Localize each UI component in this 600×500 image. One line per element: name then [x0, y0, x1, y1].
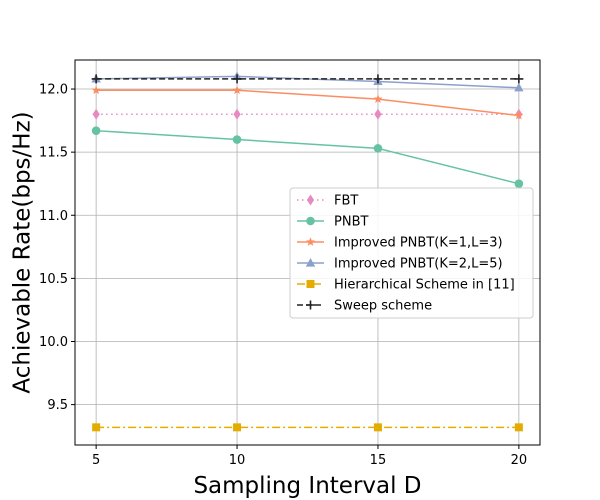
x-tick-label: 5: [92, 453, 100, 468]
legend-marker: [305, 237, 316, 246]
y-tick-label: 12.0: [39, 83, 68, 98]
series-1: [91, 126, 524, 189]
data-point: [91, 126, 101, 135]
data-point: [514, 179, 524, 189]
series-4: [92, 423, 523, 432]
y-axis-label: Achievable Rate(bps/Hz): [10, 111, 36, 393]
series-line: [96, 89, 519, 117]
legend-entry: Improved PNBT(K=2,L=5): [297, 257, 503, 272]
y-tick-label: 10.0: [39, 335, 68, 350]
x-tick-label: 10: [229, 453, 246, 468]
data-point: [373, 423, 382, 432]
data-point: [92, 423, 101, 432]
legend-marker: [305, 258, 316, 267]
data-point: [91, 74, 101, 84]
series-line: [96, 129, 520, 185]
legend-label: Improved PNBT(K=2,L=5): [334, 257, 503, 272]
y-tick-label: 10.5: [39, 272, 68, 287]
legend-marker: [306, 194, 315, 206]
x-tick-label: 20: [511, 453, 528, 468]
data-point: [374, 108, 382, 120]
data-point: [373, 74, 383, 84]
data-point: [373, 144, 383, 153]
legend-label: Sweep scheme: [334, 299, 432, 314]
data-point: [91, 85, 101, 95]
data-point: [232, 74, 242, 84]
axis-ticks: 5 10 15 20 9.5 10.0 10.5 11.0 11.5 12.0: [39, 83, 527, 468]
series-5: [91, 74, 524, 84]
legend-label: PNBT: [334, 215, 368, 230]
series-2: [91, 85, 524, 120]
legend-label: Hierarchical Scheme in [11]: [334, 278, 515, 293]
legend-marker: [306, 300, 315, 310]
data-point: [514, 423, 523, 432]
data-point: [373, 94, 383, 104]
x-axis-label: Sampling Interval D: [193, 473, 421, 499]
legend-entry: Improved PNBT(K=1,L=3): [297, 236, 503, 251]
legend: FBT PNBT Improved PNBT(K=1,L=3) Improved PN…: [289, 187, 534, 319]
legend-marker: [306, 216, 315, 226]
x-tick-label: 15: [370, 453, 387, 468]
data-point: [233, 423, 242, 432]
legend-label: Improved PNBT(K=1,L=3): [334, 236, 503, 251]
data-point: [233, 108, 241, 120]
legend-entry: Hierarchical Scheme in [11]: [297, 278, 515, 293]
data-point: [514, 74, 524, 84]
legend-label: FBT: [334, 194, 358, 209]
series-layer: [91, 71, 524, 432]
legend-marker: [306, 280, 315, 288]
data-point: [92, 108, 100, 120]
data-point: [232, 85, 242, 95]
legend-entry: PNBT: [297, 215, 368, 230]
legend-entry: FBT: [297, 194, 358, 209]
legend-entry: Sweep scheme: [297, 299, 432, 314]
y-tick-label: 11.0: [39, 209, 68, 224]
legend-box: [289, 187, 534, 319]
data-point: [514, 82, 524, 92]
plot-frame: [74, 59, 541, 446]
data-point: [232, 135, 242, 144]
y-tick-label: 11.5: [39, 146, 68, 161]
data-point: [514, 110, 524, 120]
y-tick-label: 9.5: [47, 398, 68, 413]
